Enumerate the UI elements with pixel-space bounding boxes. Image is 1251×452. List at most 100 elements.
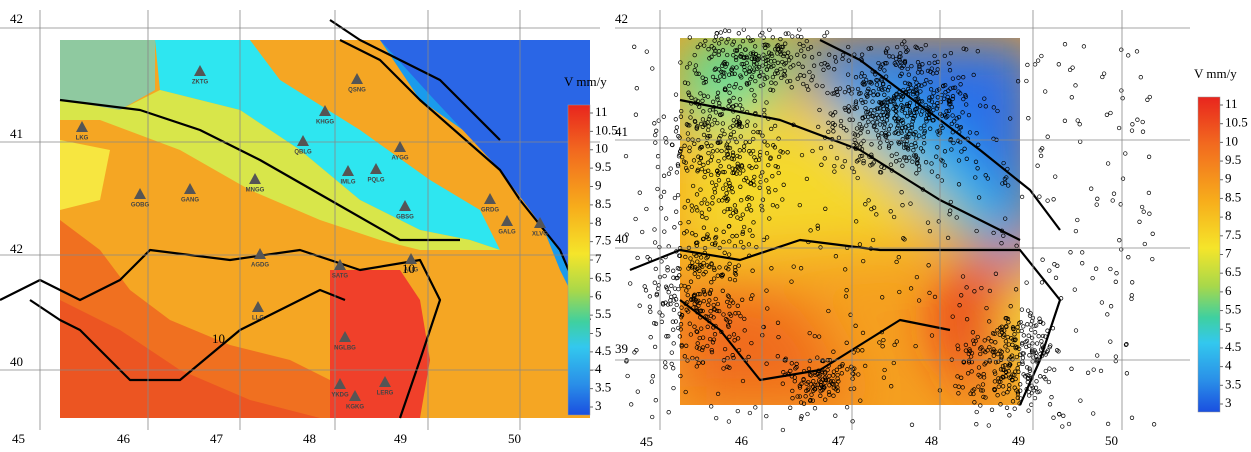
earthquake-point xyxy=(775,320,781,325)
earthquake-point xyxy=(916,83,922,88)
earthquake-point xyxy=(707,298,712,303)
earthquake-point xyxy=(970,388,975,393)
earthquake-point xyxy=(715,90,721,95)
earthquake-point xyxy=(690,260,695,265)
earthquake-point xyxy=(732,338,737,343)
earthquake-point xyxy=(908,129,913,134)
earthquake-point xyxy=(828,144,834,150)
longitude-label: 46 xyxy=(117,431,131,446)
earthquake-point xyxy=(840,56,845,62)
earthquake-point xyxy=(1011,337,1016,342)
earthquake-point xyxy=(888,209,893,214)
earthquake-point xyxy=(702,174,707,180)
earthquake-point xyxy=(856,91,862,96)
earthquake-point xyxy=(771,63,776,68)
earthquake-point xyxy=(706,150,711,156)
earthquake-point xyxy=(696,71,701,76)
earthquake-point xyxy=(922,123,927,128)
earthquake-point xyxy=(860,330,866,336)
earthquake-point xyxy=(1147,94,1152,100)
earthquake-point xyxy=(780,150,785,155)
earthquake-point xyxy=(703,76,708,82)
earthquake-point xyxy=(693,63,699,68)
earthquake-point xyxy=(802,54,807,59)
earthquake-point xyxy=(852,366,857,371)
earthquake-point xyxy=(812,406,818,411)
earthquake-point xyxy=(679,305,684,310)
earthquake-point xyxy=(726,164,732,169)
earthquake-point xyxy=(700,308,705,314)
earthquake-point xyxy=(661,114,666,119)
earthquake-point xyxy=(816,334,822,339)
earthquake-point xyxy=(951,85,956,91)
earthquake-point xyxy=(861,138,866,144)
earthquake-point xyxy=(735,165,740,170)
earthquake-point xyxy=(898,54,903,59)
earthquake-point xyxy=(853,323,858,328)
earthquake-point xyxy=(878,170,884,175)
station-marker xyxy=(334,378,346,389)
earthquake-point xyxy=(706,124,711,129)
earthquake-point xyxy=(693,267,698,272)
earthquake-point xyxy=(760,63,765,68)
earthquake-point xyxy=(1027,353,1032,358)
earthquake-point xyxy=(1150,256,1155,262)
earthquake-point xyxy=(892,61,897,66)
earthquake-point xyxy=(707,114,712,119)
earthquake-point xyxy=(1151,422,1157,427)
earthquake-point xyxy=(742,177,747,183)
earthquake-point xyxy=(1003,216,1008,221)
earthquake-point xyxy=(1140,119,1145,125)
earthquake-point xyxy=(705,314,710,319)
earthquake-point xyxy=(983,173,988,178)
earthquake-point xyxy=(1002,176,1008,182)
earthquake-point xyxy=(769,126,774,132)
earthquake-point xyxy=(919,47,924,52)
earthquake-point xyxy=(956,182,962,187)
earthquake-point xyxy=(766,189,772,195)
earthquake-point xyxy=(908,110,913,115)
earthquake-point xyxy=(729,67,734,72)
legend-tick-label: 9.5 xyxy=(595,159,611,174)
earthquake-point xyxy=(1019,194,1025,200)
earthquake-point xyxy=(661,189,667,195)
earthquake-point xyxy=(734,233,739,239)
station-marker xyxy=(501,215,513,226)
earthquake-point xyxy=(700,264,705,270)
earthquake-point xyxy=(737,148,742,153)
earthquake-point xyxy=(776,170,781,176)
earthquake-point xyxy=(1000,384,1006,389)
earthquake-point xyxy=(732,277,738,283)
earthquake-point xyxy=(698,263,704,268)
earthquake-point xyxy=(884,61,889,66)
earthquake-point xyxy=(901,236,906,241)
earthquake-point xyxy=(872,123,877,128)
station-marker xyxy=(76,121,88,132)
earthquake-point xyxy=(793,366,798,371)
earthquake-point xyxy=(818,393,823,398)
legend-tick-label: 3 xyxy=(595,398,602,413)
earthquake-point xyxy=(785,150,790,155)
earthquake-point xyxy=(801,401,807,406)
earthquake-point xyxy=(733,311,738,316)
earthquake-point xyxy=(662,229,667,234)
earthquake-point xyxy=(804,176,810,182)
earthquake-point xyxy=(814,83,819,88)
earthquake-point xyxy=(689,203,694,208)
earthquake-point xyxy=(967,130,973,135)
station-marker xyxy=(134,188,146,199)
earthquake-point xyxy=(770,88,776,93)
earthquake-point xyxy=(674,209,679,214)
earthquake-point xyxy=(992,387,997,393)
earthquake-point xyxy=(706,47,711,52)
earthquake-point xyxy=(896,123,901,129)
earthquake-point xyxy=(870,237,876,243)
earthquake-point xyxy=(819,162,824,167)
earthquake-point xyxy=(1021,333,1026,338)
earthquake-point xyxy=(900,94,906,100)
earthquake-point xyxy=(660,313,665,318)
earthquake-point xyxy=(770,74,776,80)
earthquake-point xyxy=(899,190,904,195)
earthquake-point xyxy=(724,265,729,270)
earthquake-point xyxy=(722,60,727,65)
